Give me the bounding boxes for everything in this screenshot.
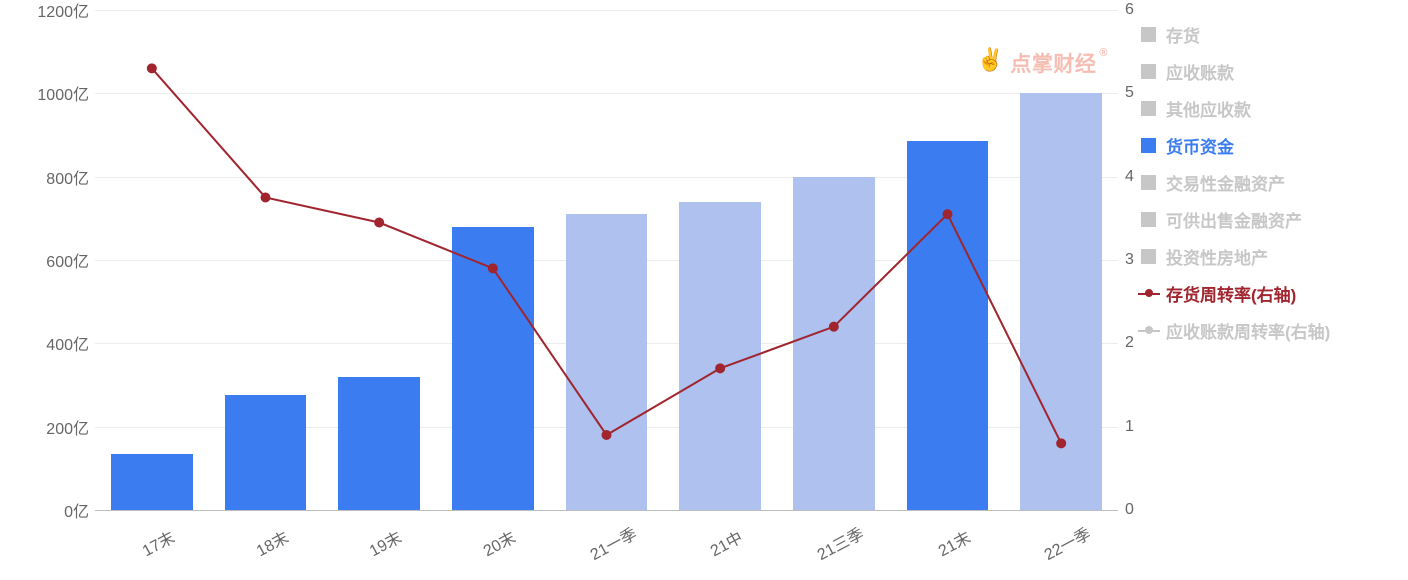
line-marker[interactable]	[488, 264, 497, 273]
y-right-tick-label: 0	[1125, 501, 1134, 519]
legend-label: 存货	[1166, 22, 1200, 47]
x-tick-label: 19末	[364, 524, 405, 561]
legend-label: 货币资金	[1166, 133, 1234, 158]
y-left-tick-label: 600亿	[46, 248, 89, 272]
legend-swatch-line-icon	[1138, 324, 1160, 338]
y-right-tick-label: 1	[1125, 418, 1134, 436]
legend-label: 应收账款	[1166, 59, 1234, 84]
legend-label: 投资性房地产	[1166, 244, 1268, 269]
watermark-reg: ®	[1099, 47, 1108, 59]
legend-label: 交易性金融资产	[1166, 170, 1285, 195]
x-tick-label: 21一季	[585, 520, 640, 565]
y-left-tick-label: 400亿	[46, 331, 89, 355]
line-series	[95, 10, 1118, 510]
legend-swatch-box-icon	[1141, 27, 1156, 42]
y-right-tick-label: 3	[1125, 251, 1134, 269]
legend-swatch-box-icon	[1141, 138, 1156, 153]
line-marker[interactable]	[375, 218, 384, 227]
x-tick-label: 18末	[251, 524, 292, 561]
legend-item[interactable]: 存货	[1138, 16, 1393, 53]
legend-swatch-box-icon	[1141, 64, 1156, 79]
y-right-tick-label: 5	[1125, 84, 1134, 102]
line-path	[152, 68, 1061, 443]
line-marker[interactable]	[147, 64, 156, 73]
legend-label: 可供出售金融资产	[1166, 207, 1302, 232]
legend: 存货应收账款其他应收款货币资金交易性金融资产可供出售金融资产投资性房地产存货周转…	[1138, 16, 1393, 349]
x-tick-label: 21末	[933, 524, 974, 561]
grid-line	[95, 510, 1118, 511]
legend-item[interactable]: 存货周转率(右轴)	[1138, 275, 1393, 312]
chart-container: 0亿 200亿 400亿 600亿 800亿 1000亿 1200亿 0 1 2 3 4 5 6 17末…	[0, 0, 1408, 580]
y-right-tick-label: 4	[1125, 168, 1134, 186]
legend-item[interactable]: 其他应收款	[1138, 90, 1393, 127]
line-marker[interactable]	[716, 364, 725, 373]
x-tick-label: 17末	[137, 524, 178, 561]
legend-item[interactable]: 投资性房地产	[1138, 238, 1393, 275]
watermark-text: 点掌财经	[1010, 48, 1096, 78]
legend-swatch-box-icon	[1141, 175, 1156, 190]
legend-label: 应收账款周转率(右轴)	[1166, 318, 1330, 343]
legend-swatch-box-icon	[1141, 249, 1156, 264]
x-tick-label: 21中	[705, 524, 746, 561]
y-left-tick-label: 0亿	[64, 498, 89, 522]
y-right-tick-label: 6	[1125, 1, 1134, 19]
watermark: ✌ 点掌财经 ®	[976, 48, 1108, 78]
line-marker[interactable]	[1057, 439, 1066, 448]
legend-swatch-box-icon	[1141, 212, 1156, 227]
legend-item[interactable]: 应收账款周转率(右轴)	[1138, 312, 1393, 349]
line-marker[interactable]	[602, 431, 611, 440]
x-tick-label: 20末	[478, 524, 519, 561]
legend-item[interactable]: 应收账款	[1138, 53, 1393, 90]
legend-item[interactable]: 交易性金融资产	[1138, 164, 1393, 201]
y-left-tick-label: 1000亿	[37, 81, 89, 105]
y-right-tick-label: 2	[1125, 334, 1134, 352]
line-marker[interactable]	[829, 322, 838, 331]
legend-item[interactable]: 可供出售金融资产	[1138, 201, 1393, 238]
legend-item[interactable]: 货币资金	[1138, 127, 1393, 164]
plot-area	[95, 10, 1118, 510]
legend-label: 存货周转率(右轴)	[1166, 281, 1296, 306]
legend-label: 其他应收款	[1166, 96, 1251, 121]
line-marker[interactable]	[261, 193, 270, 202]
y-left-tick-label: 1200亿	[37, 0, 89, 22]
y-left-tick-label: 200亿	[46, 415, 89, 439]
y-left-axis-labels: 0亿200亿400亿600亿800亿1000亿1200亿	[0, 10, 92, 510]
y-left-tick-label: 800亿	[46, 165, 89, 189]
x-tick-label: 21三季	[812, 520, 867, 565]
legend-swatch-line-icon	[1138, 287, 1160, 301]
x-axis-labels: 17末 18末 19末 20末 21一季 21中 21三季 21末 22一季	[95, 518, 1118, 580]
watermark-hand-icon: ✌	[976, 47, 1004, 73]
legend-swatch-box-icon	[1141, 101, 1156, 116]
line-marker[interactable]	[943, 210, 952, 219]
x-tick-label: 22一季	[1039, 520, 1094, 565]
